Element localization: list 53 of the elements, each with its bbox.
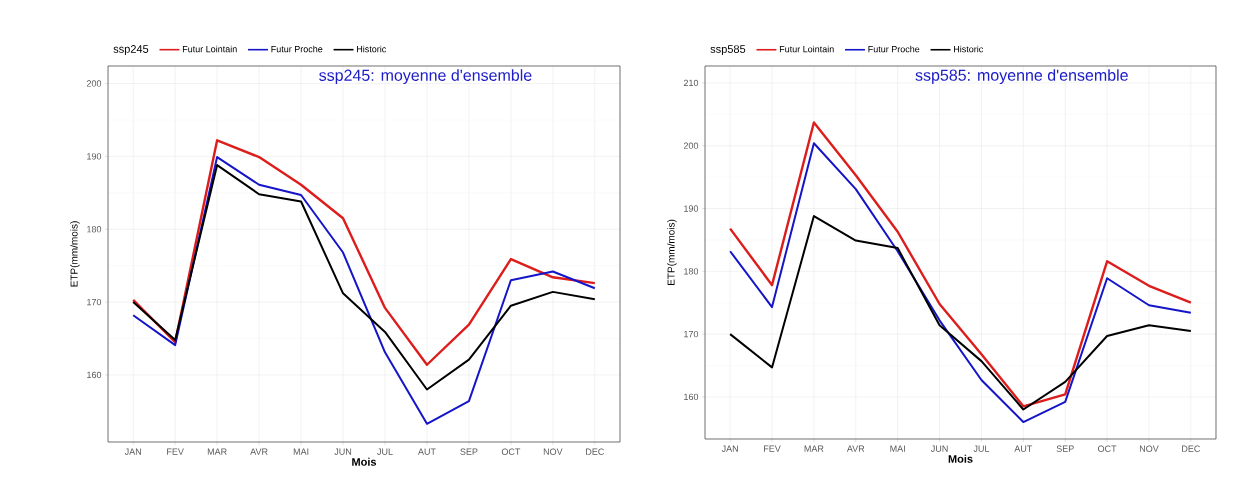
line-series: [132, 139, 597, 366]
y-tick-label: 160: [87, 371, 102, 379]
x-tick-label: JUN: [334, 448, 352, 455]
x-tick-label: NOV: [1139, 445, 1159, 452]
legend-label: Futur Proche: [271, 45, 323, 53]
x-tick-label: JUL: [973, 445, 990, 452]
y-axis-title: ETP(mm/mois): [70, 221, 80, 287]
y-tick-label: 170: [87, 298, 102, 306]
x-tick-label: JAN: [124, 448, 141, 455]
y-tick-label: 200: [683, 142, 699, 149]
legend-title: ssp585: [710, 45, 746, 56]
x-axis-title: Mois: [948, 454, 973, 463]
x-tick-label: OCT: [501, 448, 521, 455]
x-tick-label: AUT: [417, 448, 436, 455]
x-tick-label: AVR: [846, 445, 865, 452]
x-tick-label: MAR: [804, 445, 824, 452]
line-series: [132, 156, 596, 425]
chart-title: ssp245: moyenne d'ensemble: [319, 69, 532, 85]
x-tick-label: JUN: [930, 445, 948, 452]
line-series: [729, 215, 1192, 411]
line-series: [132, 164, 596, 391]
x-tick-label: DEC: [1182, 445, 1201, 452]
chart-title: ssp585: moyenne d'ensemble: [915, 69, 1128, 85]
x-tick-label: JAN: [721, 445, 738, 452]
x-tick-label: AUT: [1014, 445, 1033, 452]
y-tick-label: 190: [684, 205, 699, 212]
legend-label: Futur Proche: [868, 45, 920, 53]
legend-label: Futur Lointain: [779, 45, 834, 53]
y-tick-label: 210: [683, 79, 699, 87]
x-tick-label: MAR: [207, 448, 227, 455]
x-tick-label: SEP: [460, 448, 478, 455]
x-tick-label: JUL: [377, 448, 393, 455]
y-tick-label: 200: [86, 80, 102, 87]
x-tick-label: AVR: [250, 448, 268, 455]
y-tick-label: 180: [684, 268, 699, 275]
legend-title: ssp245: [113, 45, 149, 56]
x-tick-label: DEC: [586, 448, 604, 455]
x-tick-label: SEP: [1056, 445, 1074, 452]
y-tick-label: 170: [684, 330, 699, 338]
legend-label: Historic: [954, 45, 984, 53]
y-tick-label: 160: [684, 393, 699, 401]
y-axis-title: ETP(mm/mois): [667, 219, 677, 285]
x-tick-label: FEV: [764, 445, 781, 452]
y-tick-label: 190: [87, 153, 102, 160]
legend-label: Futur Lointain: [182, 45, 237, 53]
x-tick-label: OCT: [1098, 445, 1117, 452]
x-tick-label: MAI: [293, 448, 309, 455]
x-tick-label: FEV: [167, 448, 184, 455]
x-tick-label: MAI: [890, 445, 905, 452]
legend-label: Historic: [357, 45, 387, 53]
x-tick-label: NOV: [543, 448, 563, 455]
x-axis-title: Mois: [352, 457, 377, 466]
y-tick-label: 180: [87, 226, 102, 233]
